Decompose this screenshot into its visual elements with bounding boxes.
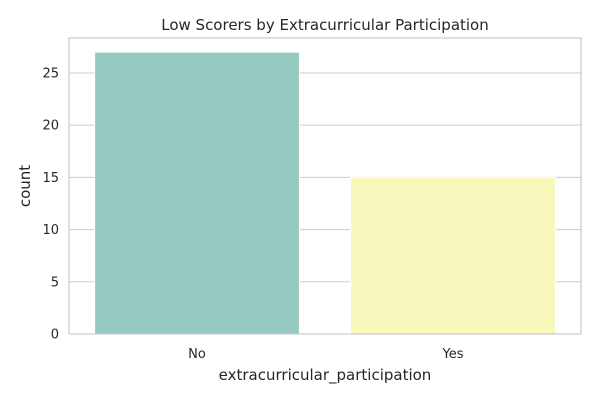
y-axis-label: count [16,165,34,207]
bar-yes [350,176,556,335]
bar-no [94,51,300,335]
y-tick-label: 15 [42,171,59,186]
x-tick-labels: No Yes [188,347,464,362]
x-tick-label: No [188,347,206,362]
y-tick-label: 0 [51,328,59,343]
y-tick-label: 20 [42,119,59,134]
y-tick-label: 10 [42,223,59,238]
y-tick-label: 5 [51,275,59,290]
bars [94,51,556,335]
x-axis-label: extracurricular_participation [219,366,432,385]
plot-frame [68,37,582,335]
x-tick-label: Yes [442,347,464,362]
y-tick-labels: 0 5 10 15 20 25 [42,66,59,342]
y-tick-label: 25 [42,66,59,81]
chart-title: Low Scorers by Extracurricular Participa… [161,16,489,34]
